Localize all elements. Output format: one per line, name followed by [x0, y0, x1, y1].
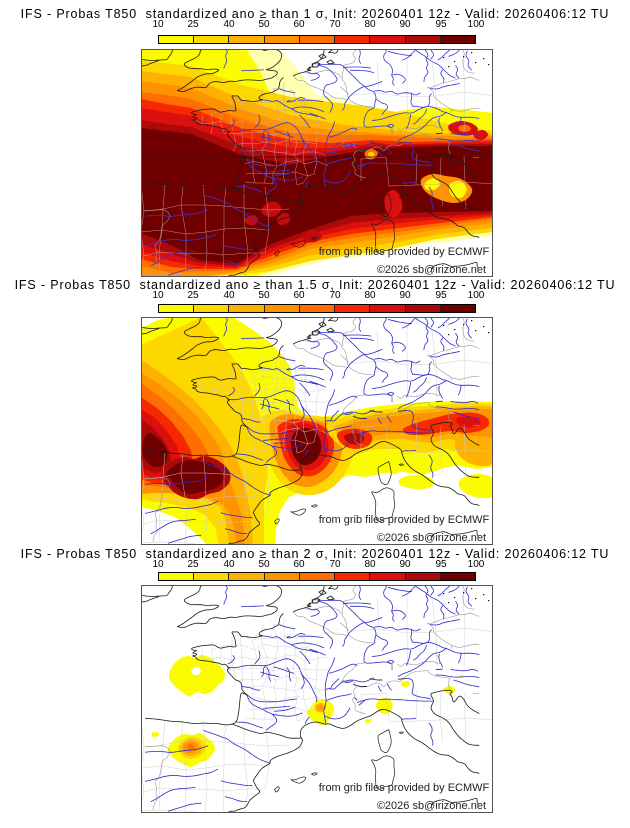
svg-text:©2026 sb@irizone.net: ©2026 sb@irizone.net — [377, 264, 486, 276]
svg-text:©2026 sb@irizone.net: ©2026 sb@irizone.net — [377, 532, 486, 544]
svg-text:from grib files provided by EC: from grib files provided by ECMWF — [319, 782, 490, 794]
svg-text:from grib files provided by EC: from grib files provided by ECMWF — [319, 246, 490, 258]
svg-text:from grib files provided by EC: from grib files provided by ECMWF — [319, 514, 490, 526]
svg-text:©2026 sb@irizone.net: ©2026 sb@irizone.net — [377, 800, 486, 812]
